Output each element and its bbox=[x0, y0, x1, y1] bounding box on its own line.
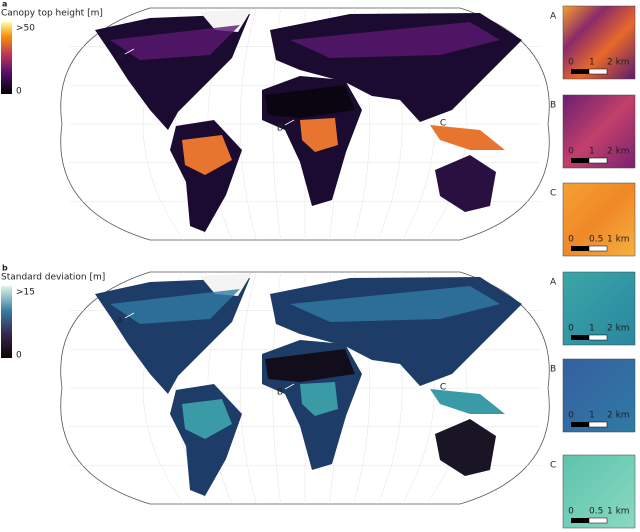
map-marker: B bbox=[277, 388, 283, 398]
tropical-forest bbox=[300, 382, 338, 416]
scale-label: 1 bbox=[589, 147, 595, 157]
landmass bbox=[200, 273, 252, 296]
colorbar-max: >50 bbox=[16, 24, 35, 34]
boreal-forest bbox=[110, 289, 240, 324]
scale-bar bbox=[588, 334, 608, 341]
inset-image bbox=[562, 94, 636, 169]
scale-label: 0 bbox=[568, 58, 574, 68]
scale-bar bbox=[588, 517, 608, 524]
colorbar-min: 0 bbox=[16, 351, 22, 361]
inset-image bbox=[562, 5, 636, 80]
desert bbox=[265, 85, 355, 118]
scale-bar bbox=[571, 158, 589, 163]
scale-label: 1 bbox=[589, 411, 595, 421]
landmass bbox=[435, 419, 496, 476]
scale-bar bbox=[588, 68, 608, 75]
landmass bbox=[200, 9, 252, 32]
tropical-forest bbox=[182, 135, 232, 175]
marker-leader bbox=[447, 378, 458, 385]
colorbar bbox=[1, 22, 12, 94]
colorbar-title: Standard deviation [m] bbox=[1, 273, 105, 283]
scale-label: 1 bbox=[589, 58, 595, 68]
map-marker: B bbox=[277, 124, 283, 134]
map-marker: C bbox=[440, 119, 446, 129]
inset-label: A bbox=[550, 12, 557, 22]
scale-label: 2 km bbox=[607, 58, 630, 68]
scale-label: 2 km bbox=[607, 324, 630, 334]
scale-label: 0.5 bbox=[589, 507, 603, 517]
scale-label: 2 km bbox=[607, 411, 630, 421]
marker-leader bbox=[124, 312, 135, 319]
scale-label: 0 bbox=[568, 411, 574, 421]
tropical-forest bbox=[182, 399, 232, 439]
colorbar-title: Canopy top height [m] bbox=[1, 9, 103, 19]
graticule bbox=[239, 271, 257, 505]
scale-label: 2 km bbox=[607, 147, 630, 157]
colorbar-min: 0 bbox=[16, 87, 22, 97]
inset-image bbox=[562, 182, 636, 257]
panel-label: a bbox=[2, 0, 7, 9]
scale-bar bbox=[588, 421, 608, 428]
inset-image bbox=[562, 271, 636, 346]
marker-leader bbox=[447, 114, 458, 121]
scale-label: 1 km bbox=[607, 507, 630, 517]
graticule bbox=[239, 7, 257, 241]
marker-leader bbox=[284, 383, 295, 390]
scale-label: 0 bbox=[568, 147, 574, 157]
inset-label: B bbox=[550, 101, 556, 111]
scale-bar bbox=[571, 422, 589, 427]
boreal-forest bbox=[290, 22, 500, 58]
inset-label: B bbox=[550, 365, 556, 375]
boreal-forest bbox=[110, 25, 240, 60]
colorbar bbox=[1, 286, 12, 358]
scale-bar bbox=[571, 518, 589, 523]
scale-label: 1 bbox=[589, 324, 595, 334]
inset-image bbox=[562, 454, 636, 529]
scale-label: 0 bbox=[568, 507, 574, 517]
panel-label: b bbox=[2, 264, 8, 273]
marker-leader bbox=[284, 119, 295, 126]
desert bbox=[265, 349, 355, 382]
boreal-forest bbox=[290, 286, 500, 322]
inset-image bbox=[562, 358, 636, 433]
tropical-forest bbox=[300, 118, 338, 152]
inset-label: C bbox=[550, 189, 556, 199]
scale-label: 1 km bbox=[607, 235, 630, 245]
map-marker: A bbox=[117, 317, 124, 327]
tropical-forest bbox=[430, 389, 505, 414]
scale-bar bbox=[571, 69, 589, 74]
landmass bbox=[435, 155, 496, 212]
inset-label: A bbox=[550, 278, 557, 288]
map-marker: C bbox=[440, 383, 446, 393]
scale-bar bbox=[588, 157, 608, 164]
scale-bar bbox=[571, 335, 589, 340]
marker-leader bbox=[124, 48, 135, 55]
colorbar-max: >15 bbox=[16, 288, 35, 298]
scale-label: 0 bbox=[568, 235, 574, 245]
scale-bar bbox=[571, 246, 589, 251]
scale-label: 0 bbox=[568, 324, 574, 334]
map-marker: A bbox=[117, 53, 124, 63]
inset-label: C bbox=[550, 461, 556, 471]
tropical-forest bbox=[430, 125, 505, 150]
scale-label: 0.5 bbox=[589, 235, 603, 245]
scale-bar bbox=[588, 245, 608, 252]
